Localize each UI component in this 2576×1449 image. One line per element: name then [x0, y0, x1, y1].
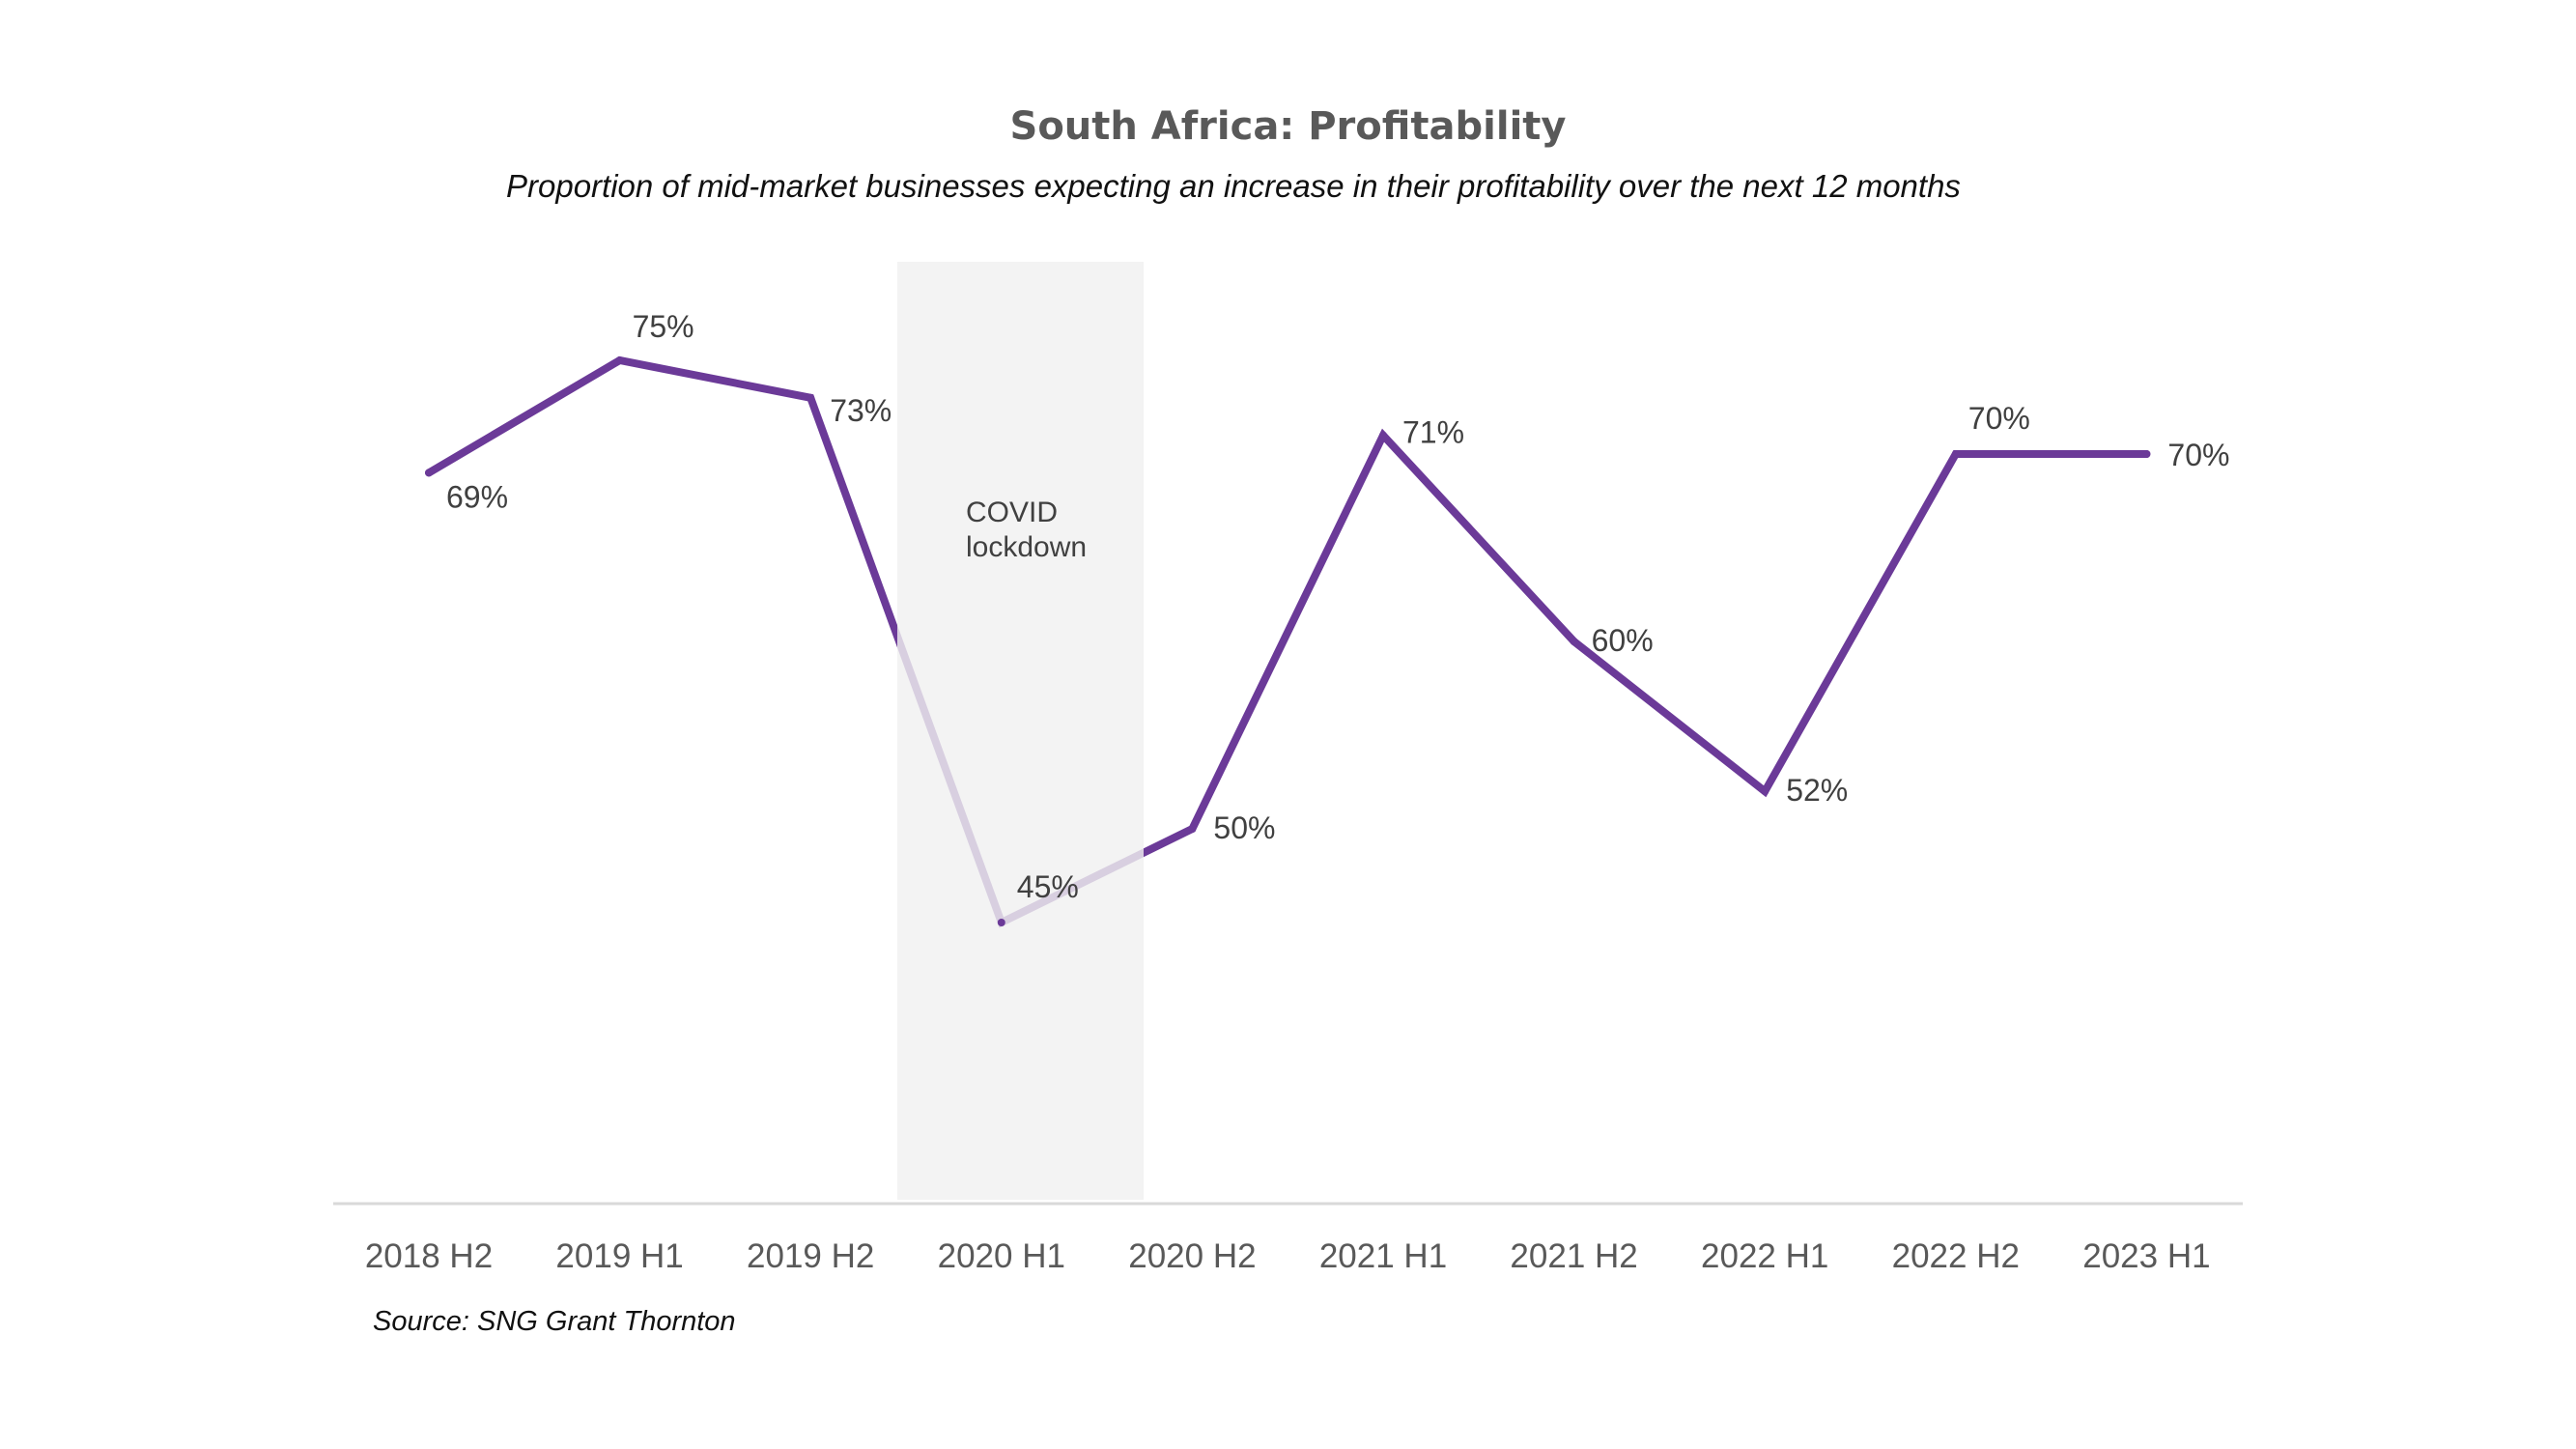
data-point [997, 919, 1005, 926]
chart-title: South Africa: Profitability [1009, 104, 1567, 149]
x-tick-label: 2021 H1 [1319, 1237, 1447, 1275]
data-label: 52% [1786, 773, 1848, 808]
data-point [1379, 431, 1387, 440]
x-tick-label: 2020 H1 [938, 1237, 1065, 1275]
x-tick-label: 2019 H2 [747, 1237, 874, 1275]
x-tick-label: 2021 H2 [1510, 1237, 1637, 1275]
x-tick-label: 2018 H2 [365, 1237, 493, 1275]
data-point [2142, 450, 2151, 458]
x-tick-label: 2019 H1 [555, 1237, 683, 1275]
x-tick-label: 2023 H1 [2082, 1237, 2210, 1275]
data-label: 70% [1968, 401, 2030, 436]
x-tick-label: 2022 H2 [1892, 1237, 2020, 1275]
data-point [1570, 638, 1578, 645]
data-point [615, 356, 624, 364]
data-point [425, 469, 433, 477]
x-axis: 2018 H2 2019 H1 2019 H2 2020 H1 2020 H2 2021 … [333, 1202, 2243, 1275]
data-point [1951, 450, 1960, 458]
chart-source: Source: SNG Grant Thornton [373, 1306, 736, 1337]
x-tick-label: 2022 H1 [1701, 1237, 1828, 1275]
data-label: 50% [1213, 810, 1275, 845]
covid-shade-band [897, 262, 1144, 1200]
covid-annotation-text: lockdown [966, 531, 1087, 563]
data-point [1188, 825, 1197, 833]
data-label: 70% [2167, 438, 2229, 472]
data-label: 71% [1402, 415, 1464, 450]
data-label: 73% [830, 393, 892, 428]
data-point [1761, 787, 1769, 796]
data-label: 60% [1592, 623, 1654, 658]
chart-subtitle: Proportion of mid-market businesses expe… [506, 168, 1961, 204]
covid-annotation-text: COVID [966, 497, 1058, 528]
series-line [425, 355, 2151, 928]
data-point [807, 393, 815, 402]
data-label: 69% [446, 479, 508, 514]
data-label: 75% [633, 309, 694, 344]
x-tick-label: 2020 H2 [1128, 1237, 1256, 1275]
data-label: 45% [1017, 869, 1079, 904]
data-labels: 69% 75% 73% 45% 50% 71% 60% 52% 70% 70% [446, 309, 2229, 904]
